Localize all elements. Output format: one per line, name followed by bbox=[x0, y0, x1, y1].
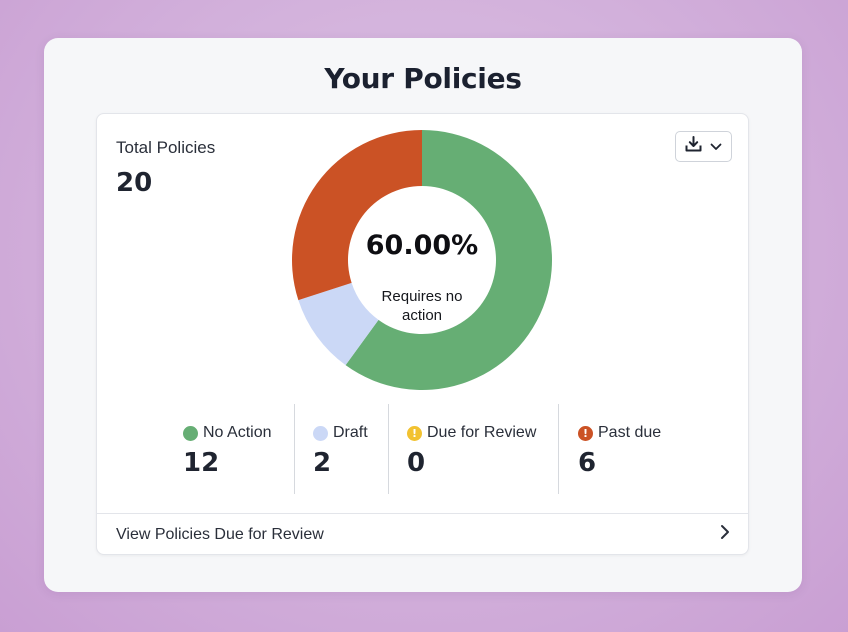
page-title: Your Policies bbox=[324, 62, 522, 95]
chevron-right-icon bbox=[720, 524, 730, 545]
total-policies-value: 20 bbox=[116, 168, 153, 198]
no-action-dot bbox=[183, 425, 198, 441]
draft-dot bbox=[313, 425, 328, 441]
donut-svg bbox=[292, 130, 552, 391]
legend-item-due-for-review: ! Due for Review 0 bbox=[407, 424, 536, 478]
legend-divider bbox=[558, 404, 559, 494]
legend-count: 12 bbox=[183, 448, 220, 478]
legend-label: Past due bbox=[598, 424, 662, 441]
legend-item-past-due: ! Past due 6 bbox=[578, 424, 661, 478]
chart-center-caption: Requires no action bbox=[381, 288, 463, 324]
policies-card: Your Policies Total Policies 20 60.00% R… bbox=[44, 38, 802, 592]
download-icon bbox=[685, 136, 702, 157]
legend-count: 6 bbox=[578, 448, 597, 478]
warning-circle-icon: ! bbox=[407, 425, 422, 441]
legend-count: 0 bbox=[407, 448, 426, 478]
legend-label: No Action bbox=[203, 424, 272, 441]
view-policies-due-link[interactable]: View Policies Due for Review bbox=[97, 513, 748, 555]
footer-link-label: View Policies Due for Review bbox=[116, 525, 324, 543]
legend-count: 2 bbox=[313, 448, 332, 478]
legend-item-draft: Draft 2 bbox=[313, 424, 368, 478]
legend-label: Due for Review bbox=[427, 424, 537, 441]
chart-center-percent: 60.00% bbox=[365, 230, 479, 261]
total-policies-label: Total Policies bbox=[116, 138, 216, 157]
donut-slice-draft[interactable] bbox=[298, 282, 379, 366]
chevron-down-icon bbox=[710, 138, 722, 156]
policy-status-donut-chart: 60.00% Requires no action bbox=[291, 129, 553, 391]
donut-slice-past-due[interactable] bbox=[292, 130, 422, 301]
legend-label: Draft bbox=[333, 424, 368, 441]
policy-summary-panel: Total Policies 20 60.00% Requires no act… bbox=[96, 113, 749, 555]
legend-item-no-action: No Action 12 bbox=[183, 424, 271, 478]
download-button[interactable] bbox=[675, 131, 732, 162]
warning-circle-icon: ! bbox=[578, 425, 593, 441]
legend-divider bbox=[294, 404, 295, 494]
legend-divider bbox=[388, 404, 389, 494]
status-legend: No Action 12 Draft 2 ! Due for Review 0 bbox=[97, 404, 750, 496]
donut-slice-no-action[interactable] bbox=[345, 130, 552, 391]
